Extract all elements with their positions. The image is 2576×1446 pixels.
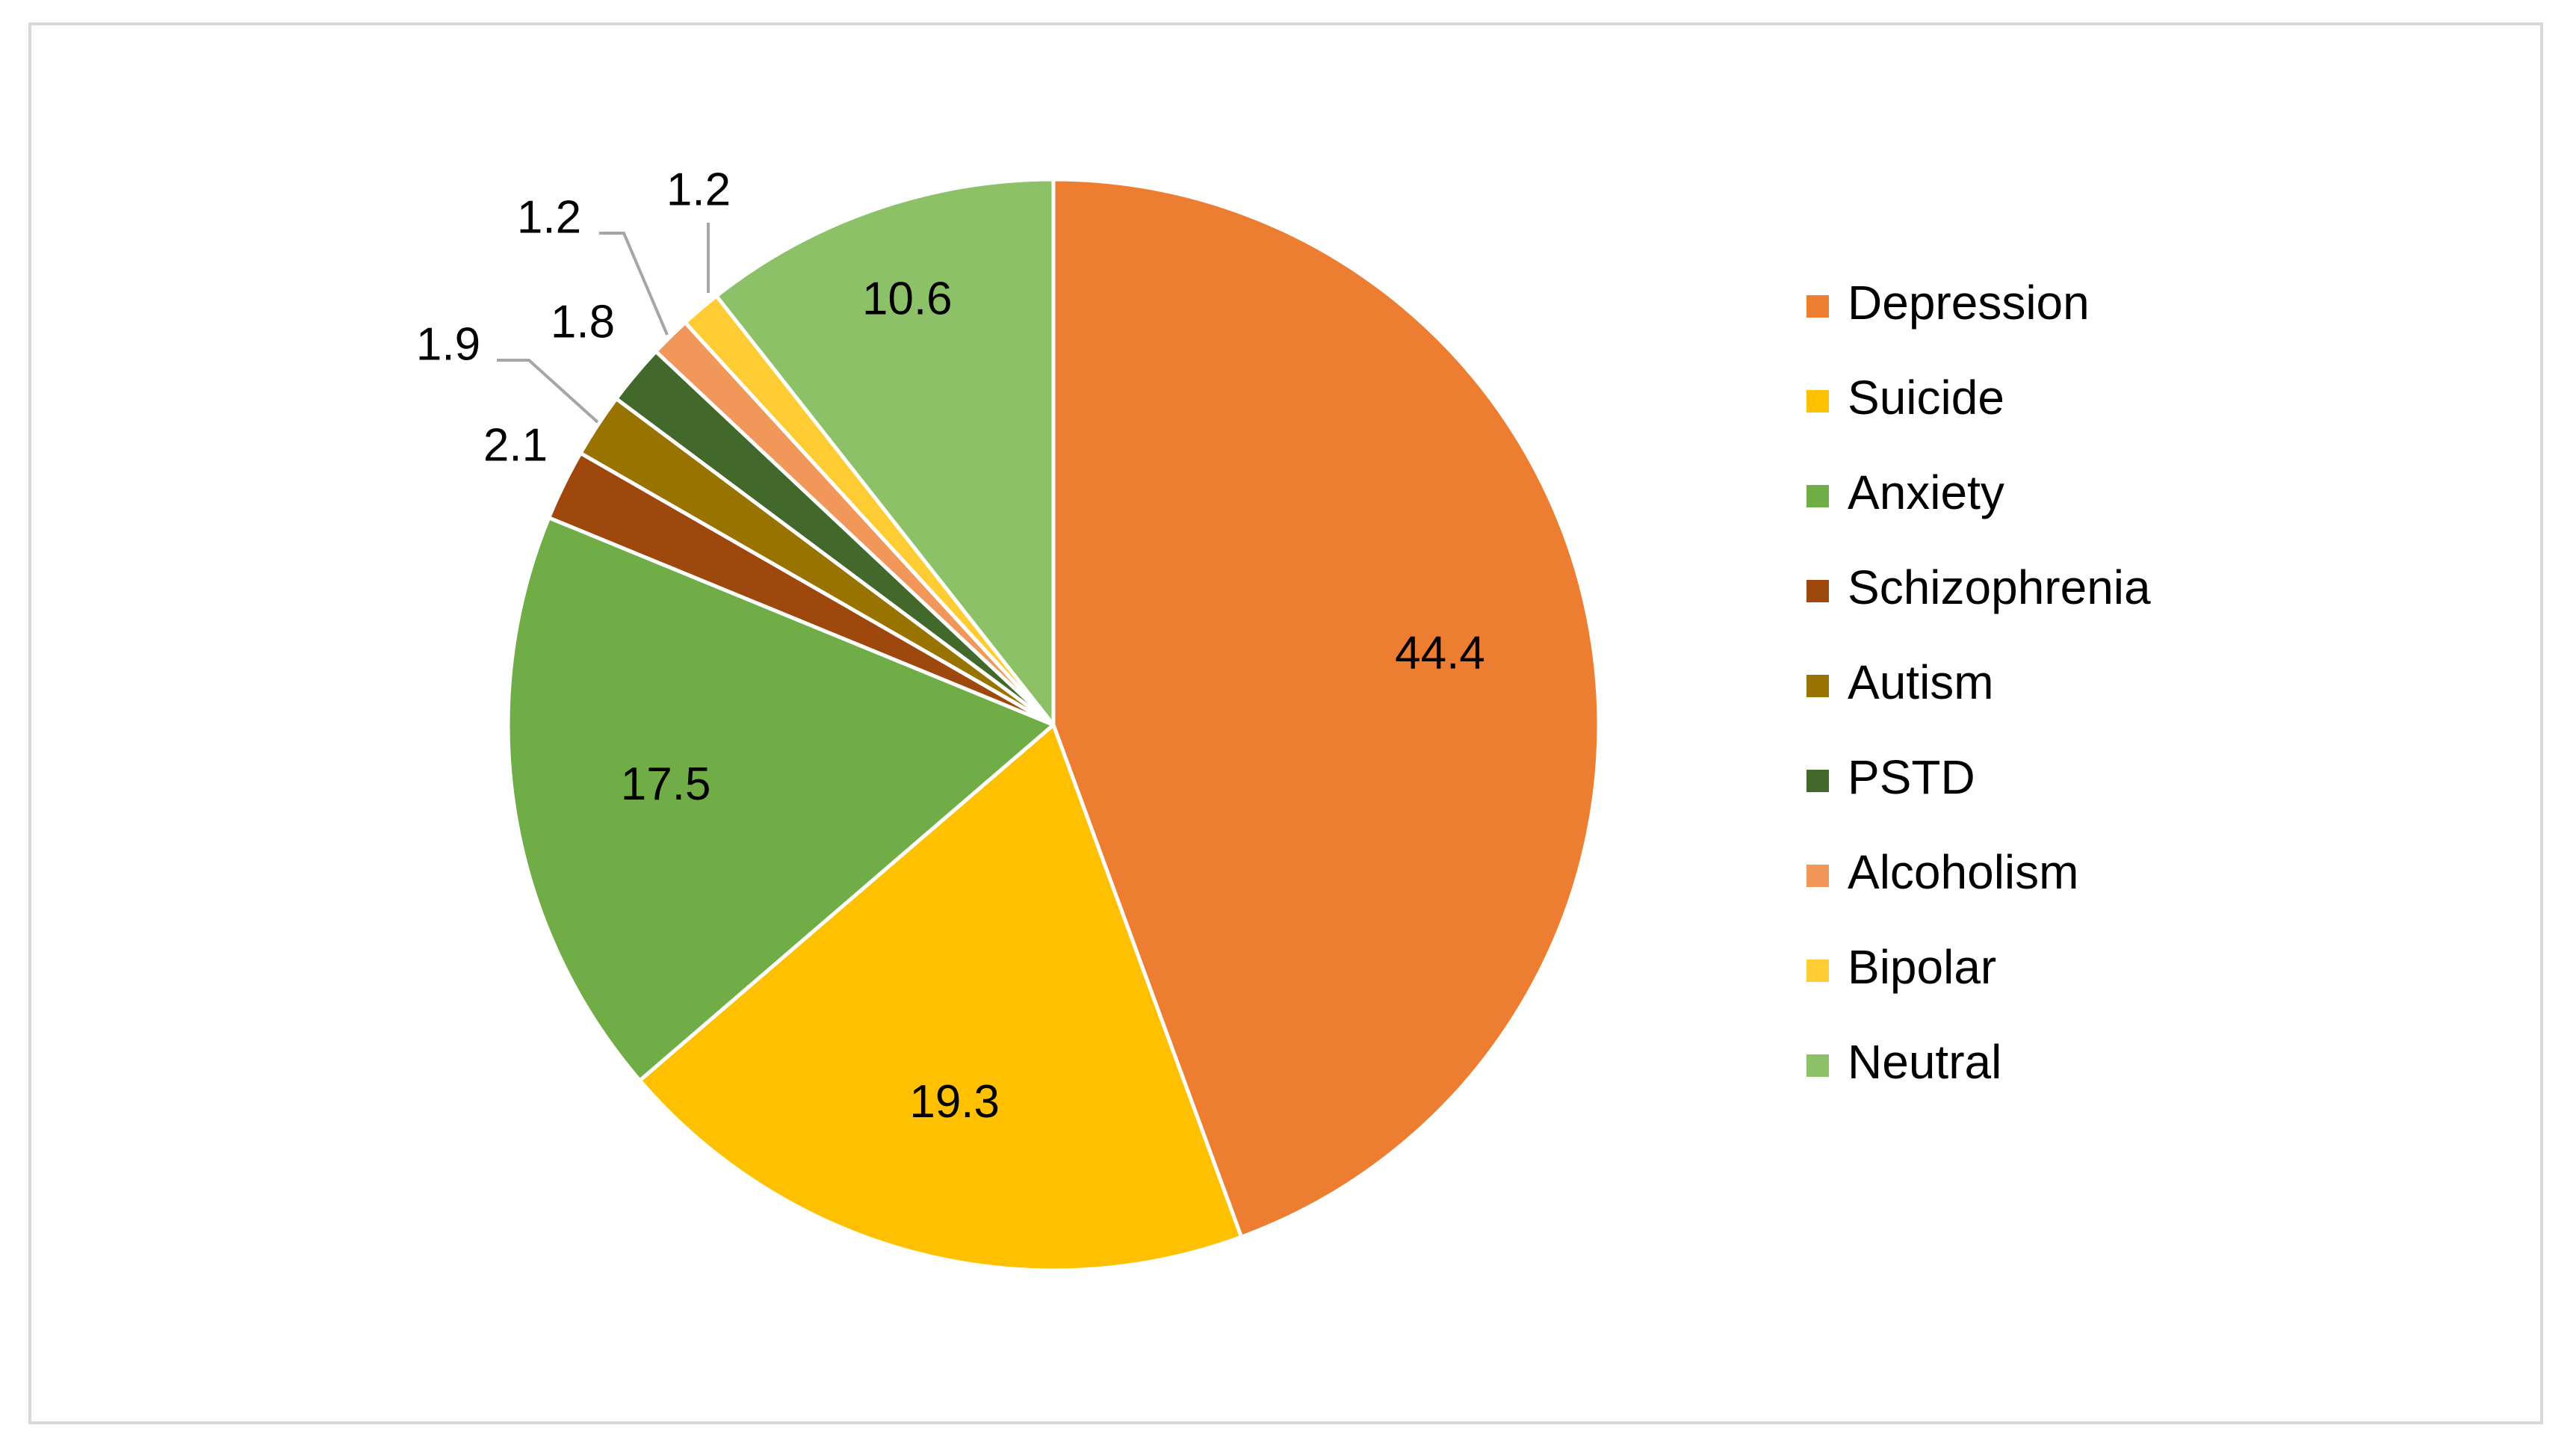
legend-label-neutral: Neutral (1848, 1035, 2001, 1089)
pie-slice-anxiety (506, 516, 1056, 1083)
pie-slice-neutral (714, 177, 1056, 727)
legend-label-depression: Depression (1848, 276, 2090, 330)
data-label-alcoholism: 1.2 (517, 191, 581, 243)
legend-swatch-anxiety (1806, 485, 1829, 507)
leader-lines (497, 223, 710, 424)
legend-label-anxiety: Anxiety (1848, 466, 2004, 519)
pie-slices (506, 177, 1601, 1273)
legend-swatch-suicide (1806, 390, 1829, 413)
legend: Depression Suicide Anxiety Schizophrenia Aut… (1806, 276, 2151, 1089)
pie-slice-suicide (637, 723, 1244, 1273)
legend-swatch-depression (1806, 295, 1829, 318)
legend-label-schizophrenia: Schizophrenia (1848, 560, 2151, 614)
legend-label-pstd: PSTD (1848, 750, 1975, 804)
data-label-schizophrenia: 2.1 (483, 419, 548, 471)
legend-swatch-autism (1806, 675, 1829, 697)
legend-swatch-schizophrenia (1806, 580, 1829, 602)
legend-swatch-pstd (1806, 770, 1829, 792)
legend-swatch-alcoholism (1806, 865, 1829, 887)
data-label-neutral: 10.6 (862, 274, 953, 325)
legend-swatch-neutral (1806, 1054, 1829, 1077)
legend-label-autism: Autism (1848, 655, 1994, 709)
leader-line-autism (497, 359, 599, 424)
leader-line-alcoholism (599, 232, 669, 336)
data-label-autism: 1.9 (416, 318, 480, 370)
data-label-anxiety: 17.5 (621, 758, 711, 810)
legend-label-bipolar: Bipolar (1848, 940, 1996, 994)
data-label-bipolar: 1.2 (666, 164, 731, 215)
legend-label-suicide: Suicide (1848, 371, 2004, 424)
pie-slice-depression (1051, 177, 1601, 1239)
data-label-pstd: 1.8 (551, 296, 615, 347)
data-label-depression: 44.4 (1395, 627, 1485, 679)
legend-swatch-bipolar (1806, 960, 1829, 982)
legend-label-alcoholism: Alcoholism (1848, 845, 2078, 899)
data-labels: 44.4 19.3 17.5 2.11.9 1.8 1.2 1.2 10.6 (416, 164, 1485, 1128)
data-label-suicide: 19.3 (909, 1076, 1000, 1128)
